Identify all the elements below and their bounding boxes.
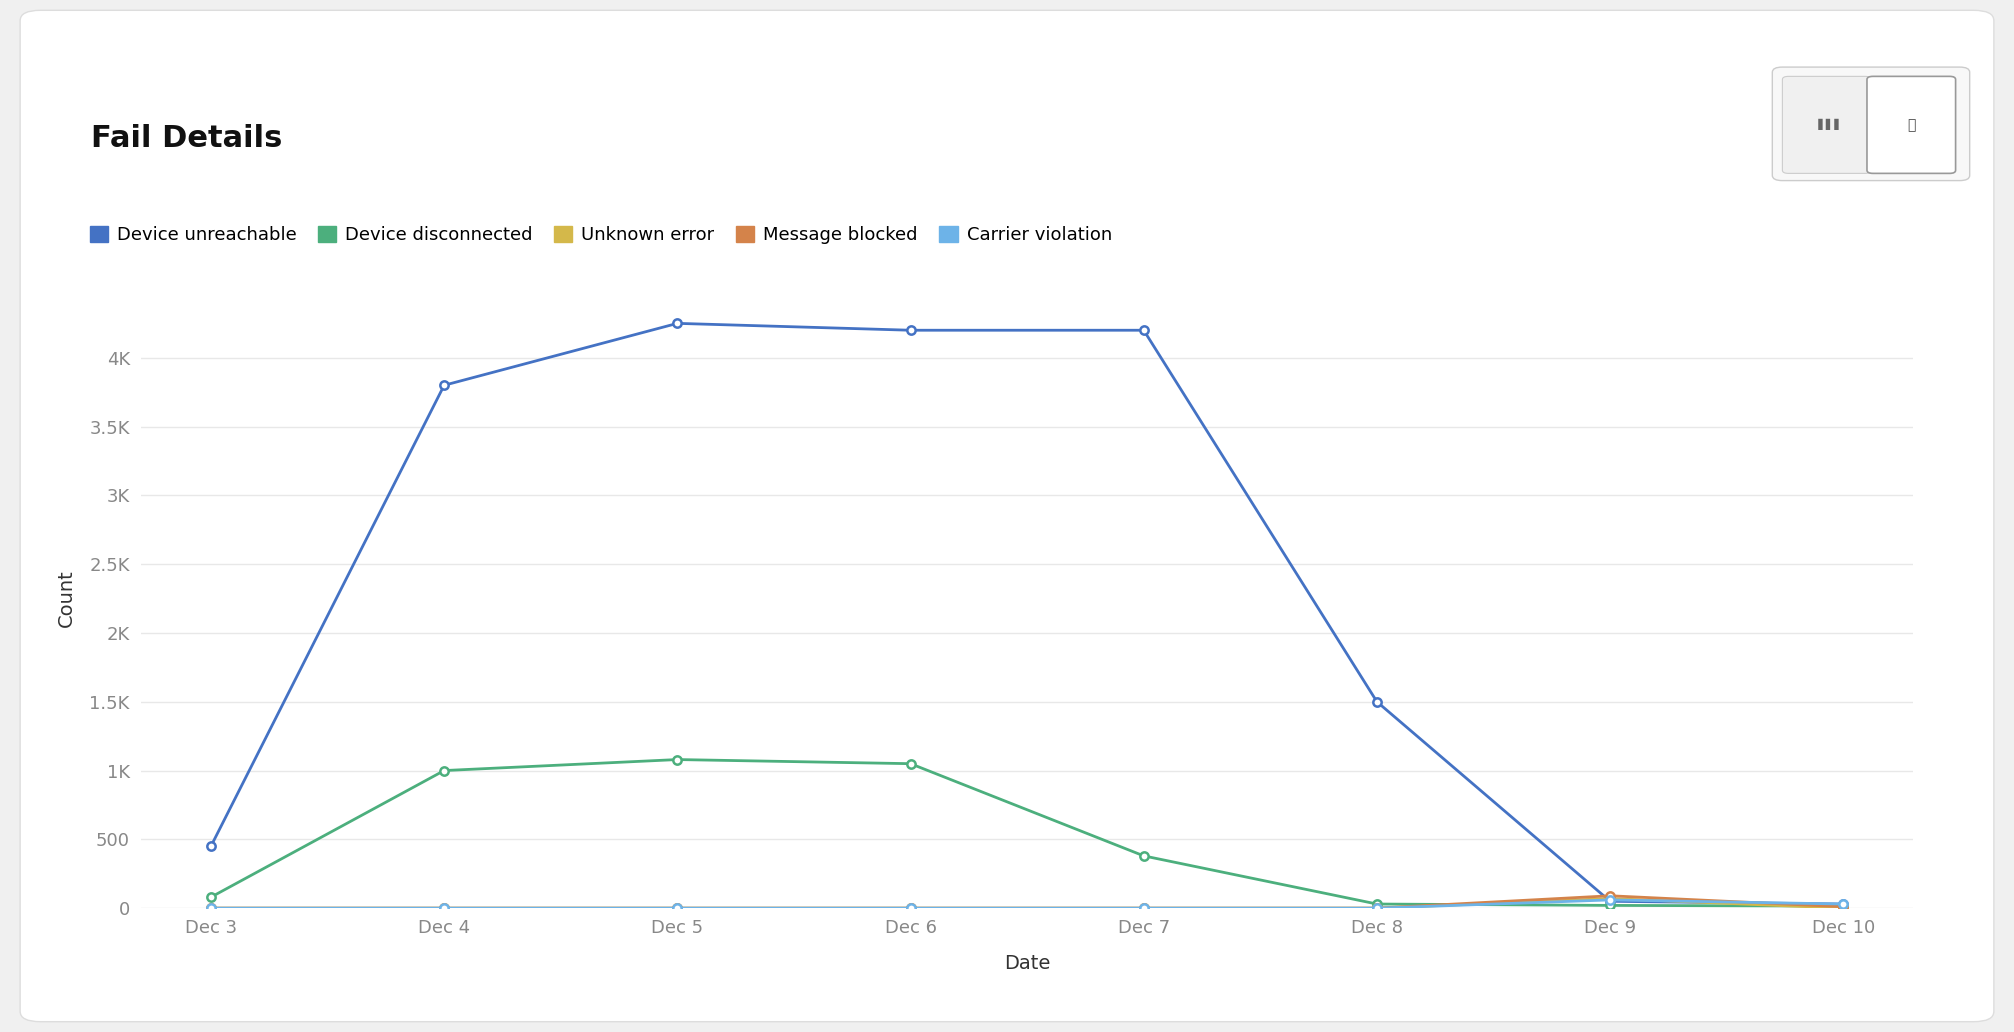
Message blocked <box>898 902 922 914</box>
Device unreachable <box>433 379 457 391</box>
Unknown error <box>1132 902 1156 914</box>
Device unreachable <box>199 840 224 852</box>
Device disconnected <box>199 891 224 903</box>
Device unreachable <box>1597 895 1621 907</box>
FancyBboxPatch shape <box>1867 76 1956 173</box>
Device unreachable <box>665 317 689 329</box>
Line: Message blocked: Message blocked <box>207 892 1847 912</box>
Text: ⟋: ⟋ <box>1907 118 1915 132</box>
Message blocked <box>199 902 224 914</box>
FancyBboxPatch shape <box>1782 76 1871 173</box>
Device unreachable <box>1132 324 1156 336</box>
Line: Unknown error: Unknown error <box>207 895 1847 912</box>
Carrier violation <box>898 902 922 914</box>
Message blocked <box>1597 890 1621 902</box>
Device disconnected <box>433 765 457 777</box>
X-axis label: Date: Date <box>1003 954 1051 973</box>
Device disconnected <box>1365 898 1390 910</box>
Device disconnected <box>1831 900 1855 912</box>
Carrier violation <box>433 902 457 914</box>
Carrier violation <box>665 902 689 914</box>
FancyBboxPatch shape <box>20 10 1994 1022</box>
Unknown error <box>199 902 224 914</box>
Device disconnected <box>1597 899 1621 911</box>
Y-axis label: Count: Count <box>56 570 75 627</box>
Device disconnected <box>665 753 689 766</box>
Unknown error <box>1597 893 1621 905</box>
Line: Device unreachable: Device unreachable <box>207 319 1847 908</box>
Device unreachable <box>898 324 922 336</box>
Unknown error <box>665 902 689 914</box>
Unknown error <box>898 902 922 914</box>
Line: Device disconnected: Device disconnected <box>207 755 1847 910</box>
Line: Carrier violation: Carrier violation <box>207 896 1847 912</box>
Unknown error <box>1365 902 1390 914</box>
Device disconnected <box>1132 849 1156 862</box>
Message blocked <box>1132 902 1156 914</box>
Message blocked <box>433 902 457 914</box>
Text: Fail Details: Fail Details <box>91 124 282 153</box>
Device disconnected <box>898 757 922 770</box>
Carrier violation <box>1365 902 1390 914</box>
Device unreachable <box>1831 898 1855 910</box>
Unknown error <box>1831 902 1855 914</box>
Carrier violation <box>1132 902 1156 914</box>
Text: ▐▐▐: ▐▐▐ <box>1815 120 1839 130</box>
Message blocked <box>1831 901 1855 913</box>
Unknown error <box>433 902 457 914</box>
Message blocked <box>1365 902 1390 914</box>
FancyBboxPatch shape <box>1772 67 1970 181</box>
Message blocked <box>665 902 689 914</box>
Device unreachable <box>1365 696 1390 708</box>
Carrier violation <box>199 902 224 914</box>
Legend: Device unreachable, Device disconnected, Unknown error, Message blocked, Carrier: Device unreachable, Device disconnected,… <box>89 226 1112 244</box>
Carrier violation <box>1831 898 1855 910</box>
Carrier violation <box>1597 894 1621 906</box>
